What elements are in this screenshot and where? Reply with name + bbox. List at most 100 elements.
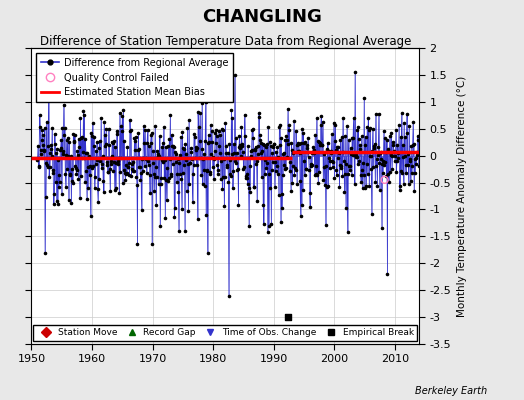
Point bbox=[92, 156, 101, 163]
Point bbox=[380, 128, 388, 134]
Point bbox=[115, 190, 124, 196]
Point bbox=[58, 125, 67, 131]
Point bbox=[222, 143, 230, 149]
Point bbox=[318, 141, 326, 148]
Point bbox=[296, 178, 304, 184]
Point bbox=[57, 137, 66, 143]
Point bbox=[272, 163, 281, 170]
Point bbox=[243, 171, 251, 177]
Point bbox=[373, 183, 381, 190]
Point bbox=[237, 153, 245, 159]
Point bbox=[131, 138, 139, 144]
Point bbox=[334, 155, 342, 162]
Point bbox=[348, 152, 357, 158]
Point bbox=[378, 161, 387, 167]
Point bbox=[316, 140, 324, 146]
Point bbox=[69, 130, 78, 137]
Point bbox=[264, 229, 272, 236]
Point bbox=[42, 118, 51, 125]
Point bbox=[238, 143, 247, 150]
Point bbox=[275, 192, 283, 198]
Point bbox=[204, 140, 212, 146]
Point bbox=[263, 141, 271, 147]
Point bbox=[185, 181, 194, 188]
Point bbox=[130, 135, 139, 142]
Point bbox=[363, 124, 372, 130]
Point bbox=[145, 172, 154, 178]
Point bbox=[413, 151, 421, 158]
Point bbox=[159, 139, 167, 146]
Point bbox=[256, 132, 264, 139]
Point bbox=[386, 133, 394, 139]
Point bbox=[244, 185, 253, 191]
Point bbox=[107, 153, 116, 159]
Point bbox=[342, 161, 351, 167]
Point bbox=[266, 185, 275, 191]
Point bbox=[84, 164, 93, 170]
Point bbox=[52, 198, 61, 204]
Point bbox=[201, 138, 209, 144]
Point bbox=[174, 189, 182, 196]
Point bbox=[292, 128, 300, 134]
Point bbox=[46, 150, 54, 156]
Point bbox=[362, 134, 370, 140]
Point bbox=[62, 184, 70, 190]
Point bbox=[123, 170, 131, 176]
Point bbox=[214, 167, 223, 173]
Point bbox=[143, 140, 151, 146]
Point bbox=[255, 114, 263, 121]
Point bbox=[343, 122, 351, 129]
Point bbox=[363, 161, 371, 167]
Point bbox=[50, 190, 58, 197]
Point bbox=[95, 138, 104, 144]
Point bbox=[128, 160, 137, 167]
Point bbox=[367, 166, 375, 172]
Point bbox=[400, 152, 409, 159]
Point bbox=[271, 167, 280, 174]
Point bbox=[402, 170, 410, 176]
Point bbox=[239, 148, 247, 155]
Point bbox=[350, 152, 358, 158]
Point bbox=[257, 174, 266, 180]
Point bbox=[232, 135, 240, 141]
Point bbox=[209, 154, 217, 160]
Point bbox=[181, 227, 189, 234]
Point bbox=[105, 142, 113, 148]
Point bbox=[261, 144, 270, 150]
Point bbox=[243, 180, 252, 187]
Point bbox=[380, 177, 389, 183]
Y-axis label: Monthly Temperature Anomaly Difference (°C): Monthly Temperature Anomaly Difference (… bbox=[457, 75, 467, 317]
Point bbox=[224, 179, 233, 186]
Point bbox=[121, 177, 129, 184]
Point bbox=[408, 142, 417, 148]
Point bbox=[90, 134, 98, 140]
Point bbox=[323, 184, 331, 190]
Point bbox=[213, 133, 221, 139]
Point bbox=[191, 144, 200, 150]
Point bbox=[305, 189, 314, 196]
Point bbox=[319, 118, 327, 125]
Point bbox=[240, 164, 248, 170]
Point bbox=[205, 169, 214, 175]
Point bbox=[286, 168, 294, 174]
Point bbox=[106, 188, 114, 194]
Point bbox=[101, 143, 110, 150]
Point bbox=[152, 174, 161, 180]
Point bbox=[223, 162, 232, 168]
Point bbox=[154, 152, 162, 159]
Point bbox=[282, 133, 291, 140]
Point bbox=[110, 159, 118, 165]
Point bbox=[234, 202, 243, 208]
Point bbox=[196, 155, 205, 162]
Point bbox=[105, 166, 114, 172]
Point bbox=[273, 144, 281, 151]
Point bbox=[73, 167, 81, 174]
Point bbox=[81, 136, 90, 142]
Point bbox=[311, 172, 319, 178]
Point bbox=[336, 162, 344, 168]
Point bbox=[93, 139, 101, 145]
Point bbox=[260, 171, 269, 178]
Point bbox=[353, 127, 361, 134]
Point bbox=[121, 170, 129, 177]
Point bbox=[281, 137, 290, 144]
